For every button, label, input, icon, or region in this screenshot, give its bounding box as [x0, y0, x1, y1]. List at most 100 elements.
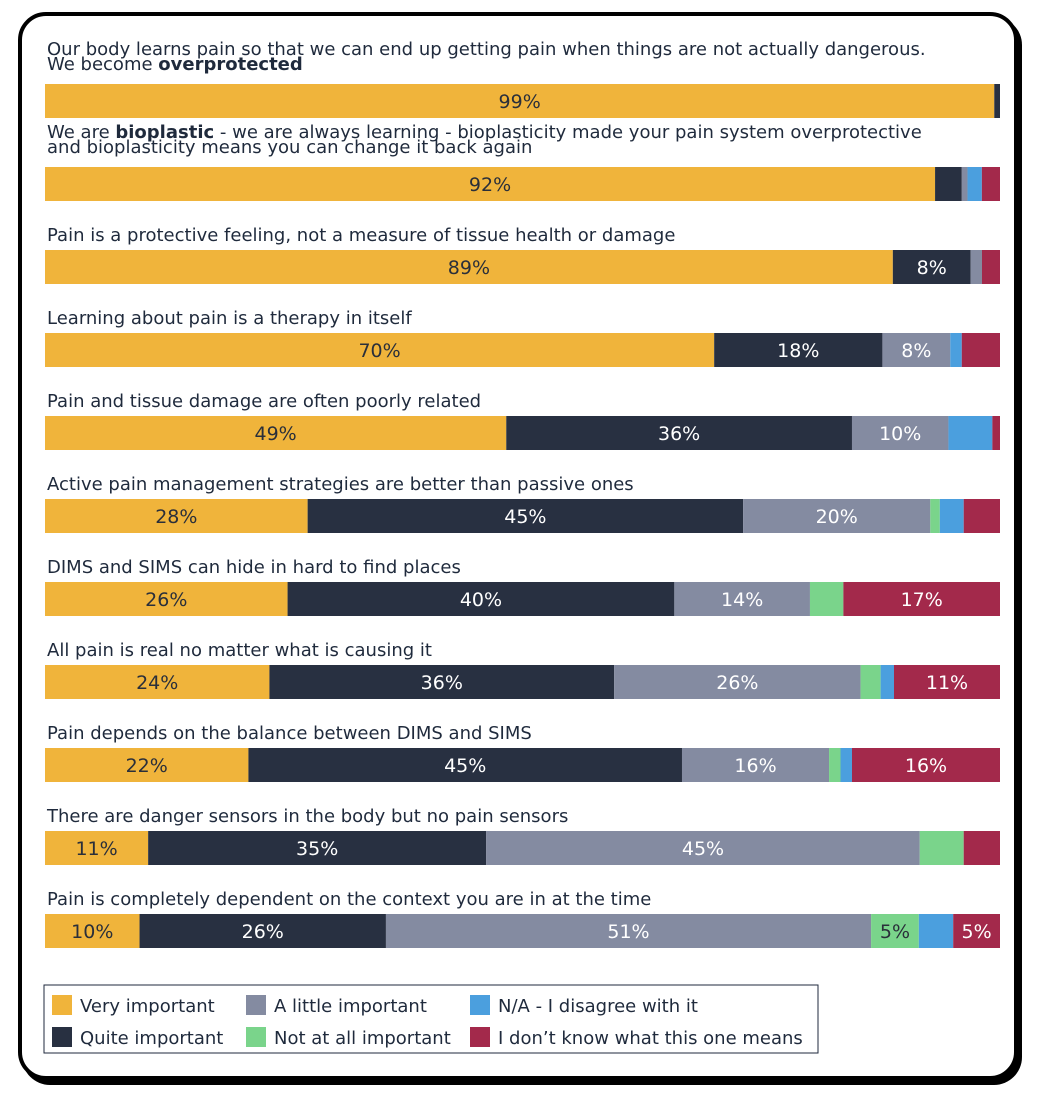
question-label: DIMS and SIMS can hide in hard to find p… [47, 557, 461, 578]
bar-segment-quite [935, 167, 962, 201]
question-label-segment: We are [47, 122, 115, 143]
value-label: 45% [444, 755, 486, 777]
question-label: We become overprotected [47, 54, 303, 75]
bar-segment-quite [269, 665, 615, 699]
bar-segment-dontknow [992, 416, 1000, 450]
value-label: 5% [880, 921, 910, 943]
legend-swatch-very [52, 995, 72, 1015]
bar-segment-dontknow [843, 582, 1000, 616]
value-label: 24% [136, 672, 178, 694]
question-label-segment: and bioplasticity means you can change i… [47, 137, 532, 158]
bar-segment-notatall [809, 582, 844, 616]
value-label: 51% [607, 921, 649, 943]
legend-box [43, 984, 819, 1054]
question-label: All pain is real no matter what is causi… [47, 640, 432, 661]
bar-segment-na [840, 748, 852, 782]
bar-segment-little [385, 914, 872, 948]
bar-segment-quite [148, 831, 487, 865]
question-label-segment: DIMS and SIMS can hide in hard to find p… [47, 557, 461, 578]
question-label-segment: Active pain management strategies are be… [47, 474, 634, 495]
bar-segment-little [486, 831, 920, 865]
question-label-segment: We become [47, 54, 158, 75]
question-label-segment: Pain is completely dependent on the cont… [47, 889, 651, 910]
bar-segment-little [674, 582, 810, 616]
bar-segment-quite [287, 582, 675, 616]
value-label: 16% [905, 755, 947, 777]
bar-segment-very [45, 582, 288, 616]
value-label: 26% [716, 672, 758, 694]
legend-label: Not at all important [274, 1028, 451, 1049]
bar-segment-dontknow [981, 167, 1000, 201]
value-label: 16% [734, 755, 776, 777]
bar-segment-dontknow [851, 748, 1000, 782]
value-label: 17% [901, 589, 943, 611]
bar-segment-little [970, 250, 982, 284]
value-label: 10% [879, 423, 921, 445]
legend-swatch-notatall [246, 1027, 266, 1047]
question-label: Our body learns pain so that we can end … [47, 39, 926, 60]
legend-swatch-quite [52, 1027, 72, 1047]
legend-swatch-dontknow [470, 1027, 490, 1047]
bar-segment-little [743, 499, 931, 533]
value-label: 45% [504, 506, 546, 528]
question-label-segment: Our body learns pain so that we can end … [47, 39, 926, 60]
question-label: and bioplasticity means you can change i… [47, 137, 532, 158]
bar-segment-little [614, 665, 861, 699]
value-label: 5% [962, 921, 992, 943]
question-label-segment: Learning about pain is a therapy in itse… [47, 308, 412, 329]
bar-segment-very [45, 250, 893, 284]
question-label: Pain depends on the balance between DIMS… [47, 723, 532, 744]
question-label: Active pain management strategies are be… [47, 474, 634, 495]
bar-segment-dontknow [953, 914, 1000, 948]
bar-segment-quite [892, 250, 971, 284]
bar-segment-little [681, 748, 830, 782]
bar-segment-dontknow [981, 250, 1000, 284]
value-label: 8% [917, 257, 947, 279]
question-label: Learning about pain is a therapy in itse… [47, 308, 412, 329]
bar-segment-very [45, 665, 270, 699]
bar-segment-quite [307, 499, 744, 533]
bar-segment-na [948, 416, 993, 450]
bar-segment-dontknow [963, 499, 1000, 533]
bar-segment-quite [248, 748, 682, 782]
question-label-segment: There are danger sensors in the body but… [46, 806, 568, 827]
bar-segment-dontknow [893, 665, 1000, 699]
value-label: 36% [421, 672, 463, 694]
value-label: 22% [126, 755, 168, 777]
value-label: 89% [448, 257, 490, 279]
legend-label: N/A - I disagree with it [498, 996, 698, 1017]
value-label: 45% [682, 838, 724, 860]
question-label-segment: bioplastic [115, 122, 214, 143]
bar-segment-little [961, 167, 968, 201]
question-label: There are danger sensors in the body but… [46, 806, 568, 827]
value-label: 99% [499, 91, 541, 113]
question-label: Pain is completely dependent on the cont… [47, 889, 651, 910]
value-label: 18% [777, 340, 819, 362]
bar-segment-little [851, 416, 949, 450]
value-label: 28% [155, 506, 197, 528]
question-label-segment: - we are always learning - bioplasticity… [214, 122, 922, 143]
value-label: 26% [242, 921, 284, 943]
question-label-segment: Pain is a protective feeling, not a meas… [47, 225, 675, 246]
bar-segment-very [45, 499, 308, 533]
legend-label: Quite important [80, 1028, 223, 1049]
bar-segment-very [45, 748, 249, 782]
value-label: 20% [816, 506, 858, 528]
question-label: We are bioplastic - we are always learni… [47, 122, 922, 143]
bar-segment-notatall [871, 914, 919, 948]
legend-label: A little important [274, 996, 427, 1017]
value-label: 35% [296, 838, 338, 860]
value-label: 70% [358, 340, 400, 362]
bar-segment-notatall [930, 499, 940, 533]
bar-segment-very [45, 333, 715, 367]
bar-segment-quite [994, 84, 1000, 118]
bar-segment-na [918, 914, 954, 948]
value-label: 8% [901, 340, 931, 362]
bar-segment-very [45, 914, 140, 948]
bar-segment-very [45, 416, 507, 450]
value-label: 11% [926, 672, 968, 694]
bar-segment-very [45, 831, 149, 865]
value-label: 36% [658, 423, 700, 445]
legend-swatch-na [470, 995, 490, 1015]
